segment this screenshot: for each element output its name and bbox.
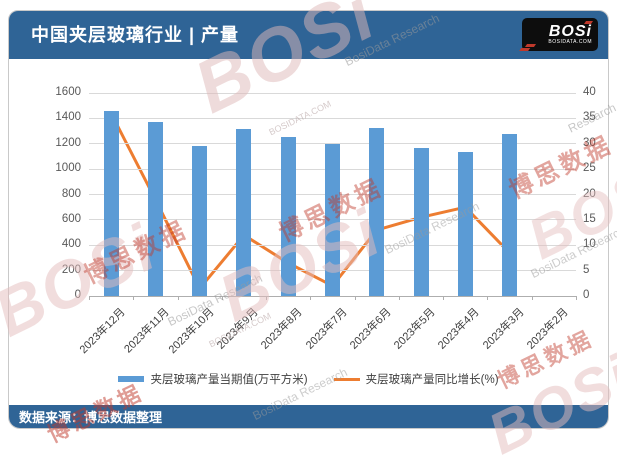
logo-domain: BOSIDATA.COM <box>548 39 592 45</box>
x-axis-tick <box>177 296 179 300</box>
chart-area: 0 200 400 600 800 1000 1200 1400 1600 0 5 10 15 20 25… <box>9 59 608 405</box>
x-axis-tick <box>133 296 135 300</box>
y-axis-left-tick: 800 <box>61 187 81 200</box>
bar-2023年12月 <box>103 111 119 296</box>
y-axis-right-tick: 15 <box>583 212 596 225</box>
gridline <box>89 92 576 94</box>
y-axis-right-tick: 30 <box>583 136 596 149</box>
y-axis-right-tick: 5 <box>583 263 590 276</box>
legend-bar-label: 夹层玻璃产量当期值(万平方米) <box>150 374 308 386</box>
growth-line-series <box>109 112 511 290</box>
logo-red-stripes-icon <box>524 44 537 47</box>
bar-2023年5月 <box>413 147 429 296</box>
y-axis-right-tick: 20 <box>583 187 596 200</box>
source-bar: 数据来源：博思数据整理 <box>9 405 608 428</box>
source-text: 数据来源：博思数据整理 <box>19 410 163 425</box>
bar-2023年10月 <box>192 145 208 296</box>
bar-2023年11月 <box>147 122 163 296</box>
x-axis-tick <box>89 296 90 300</box>
page-title: 中国夹层玻璃行业 | 产量 <box>31 25 240 45</box>
logo-text: BOSi <box>548 23 592 40</box>
x-axis-tick <box>487 296 489 300</box>
x-axis-tick <box>398 296 400 300</box>
x-axis-tick <box>221 296 223 300</box>
y-axis-right-tick: 10 <box>583 238 596 251</box>
y-axis-right-tick: 40 <box>583 86 596 98</box>
bar-2023年7月 <box>325 144 340 296</box>
legend-line-label: 夹层玻璃产量同比增长(%) <box>365 374 499 386</box>
x-axis-line <box>89 296 576 297</box>
bar-2023年6月 <box>369 127 385 296</box>
legend: 夹层玻璃产量当期值(万平方米) 夹层玻璃产量同比增长(%) <box>9 371 608 387</box>
logo-i: i <box>586 23 592 40</box>
y-axis-right-tick: 25 <box>583 162 596 175</box>
x-axis-tick <box>531 296 533 300</box>
bar-2023年9月 <box>236 129 252 296</box>
x-axis-tick <box>266 296 268 300</box>
gridline <box>89 143 576 145</box>
legend-item-bar: 夹层玻璃产量当期值(万平方米) <box>118 371 308 387</box>
y-axis-left-tick: 0 <box>74 289 81 301</box>
logo-bos: BOS <box>548 23 587 40</box>
legend-item-line: 夹层玻璃产量同比增长(%) <box>333 371 499 387</box>
bosi-logo: BOSi BOSIDATA.COM <box>522 18 598 51</box>
x-axis-tick <box>443 296 445 300</box>
x-axis-tick <box>310 296 312 300</box>
bar-2023年8月 <box>280 137 296 296</box>
chart-header: 中国夹层玻璃行业 | 产量 BOSi BOSIDATA.COM <box>9 11 608 59</box>
gridline <box>89 117 576 119</box>
y-axis-left-tick: 600 <box>61 212 81 225</box>
chart-card: 中国夹层玻璃行业 | 产量 BOSi BOSIDATA.COM 0 200 400 6… <box>8 10 609 429</box>
bar-series-swatch-icon <box>118 376 145 382</box>
x-axis-tick <box>354 296 356 300</box>
y-axis-right-tick: 0 <box>583 289 590 301</box>
line-series-swatch-icon <box>333 377 360 381</box>
y-axis-left-tick: 1600 <box>55 86 81 98</box>
bar-2023年4月 <box>457 152 473 296</box>
y-axis-left-tick: 1200 <box>55 136 81 149</box>
x-axis-tick <box>576 296 577 300</box>
y-axis-left-tick: 200 <box>61 263 81 276</box>
y-axis-left-tick: 400 <box>61 238 81 251</box>
y-axis-left-tick: 1000 <box>55 162 81 175</box>
plot-area <box>89 92 577 300</box>
bar-2023年3月 <box>502 133 518 296</box>
y-axis-right-tick: 35 <box>583 111 596 124</box>
y-axis-left-tick: 1400 <box>55 111 81 124</box>
